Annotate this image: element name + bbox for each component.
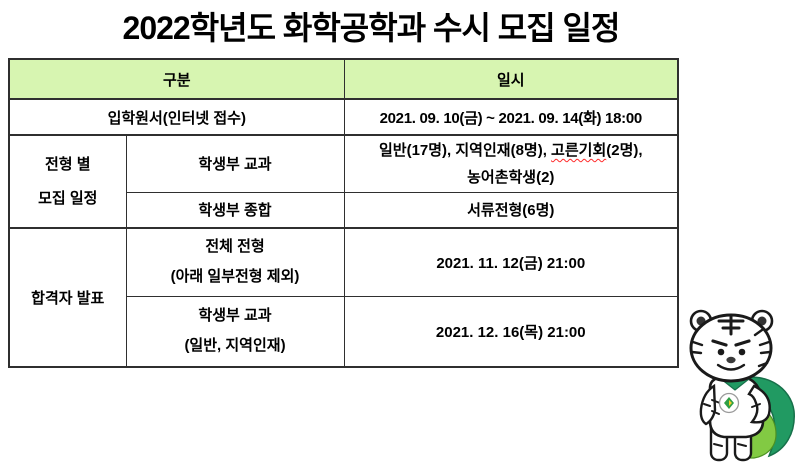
- detail-part-pre: 일반(17명), 지역인재(8명),: [378, 141, 552, 159]
- schedule-type-gyogwa: 학생부 교과: [125, 134, 345, 193]
- detail-part-spellcheck: 고른기회: [551, 141, 607, 159]
- header-cell-category: 구분: [8, 58, 345, 100]
- announcement-group-label: 합격자 발표: [8, 227, 127, 368]
- application-period: 2021. 09. 10(금) ~ 2021. 09. 14(화) 18:00: [343, 98, 679, 136]
- announcement-row-gyogwa: 학생부 교과 (일반, 지역인재) 2021. 12. 16(목) 21:00: [9, 295, 679, 368]
- application-label: 입학원서(인터넷 접수): [8, 98, 345, 136]
- schedule-group-label: 전형 별 모집 일정: [8, 134, 127, 229]
- schedule-group-label-line1: 전형 별: [44, 155, 91, 173]
- mascot-eye-right: [738, 348, 746, 356]
- schedule-detail-line2: 농어촌학생(2): [467, 168, 555, 186]
- table-header-row: 구분 일시: [8, 58, 679, 100]
- mascot-badge-accent: [729, 400, 732, 406]
- schedule-row-jonghap: 학생부 종합 서류전형(6명): [9, 191, 679, 229]
- announcement-type-gyogwa: 학생부 교과 (일반, 지역인재): [125, 295, 345, 368]
- announcement-datetime-all: 2021. 11. 12(금) 21:00: [343, 227, 679, 297]
- application-row: 입학원서(인터넷 접수) 2021. 09. 10(금) ~ 2021. 09.…: [8, 98, 679, 136]
- schedule-detail-jonghap: 서류전형(6명): [343, 191, 679, 229]
- page-title: 2022학년도 화학공학과 수시 모집 일정: [122, 10, 621, 46]
- schedule-detail-line1: 일반(17명), 지역인재(8명), 고른기회(2명),: [345, 137, 678, 164]
- mascot-eye-left: [717, 348, 725, 356]
- announcement-type-all: 전체 전형 (아래 일부전형 제외): [125, 227, 345, 297]
- announcement-type-all-line1: 전체 전형: [205, 238, 265, 256]
- schedule-type-jonghap: 학생부 종합: [125, 191, 345, 229]
- announcement-type-gyogwa-line2: (일반, 지역인재): [184, 337, 286, 355]
- announcement-type-gyogwa-line1: 학생부 교과: [198, 307, 272, 325]
- schedule-group-label-line2: 모집 일정: [38, 189, 98, 207]
- admission-schedule-table: 구분 일시 입학원서(인터넷 접수) 2021. 09. 10(금) ~ 202…: [8, 58, 680, 368]
- tiger-mascot-icon: [689, 309, 795, 462]
- header-cell-datetime: 일시: [343, 58, 679, 100]
- announcement-row-all: 합격자 발표 전체 전형 (아래 일부전형 제외) 2021. 11. 12(금…: [8, 227, 679, 368]
- announcement-type-all-line2: (아래 일부전형 제외): [170, 268, 300, 286]
- schedule-row-gyogwa: 전형 별 모집 일정 학생부 교과 일반(17명), 지역인재(8명), 고른기…: [8, 134, 679, 229]
- mascot-nose: [726, 356, 736, 364]
- announcement-datetime-gyogwa: 2021. 12. 16(목) 21:00: [343, 295, 679, 368]
- detail-part-post: (2명),: [606, 141, 643, 159]
- schedule-detail-gyogwa: 일반(17명), 지역인재(8명), 고른기회(2명), 농어촌학생(2): [343, 134, 679, 193]
